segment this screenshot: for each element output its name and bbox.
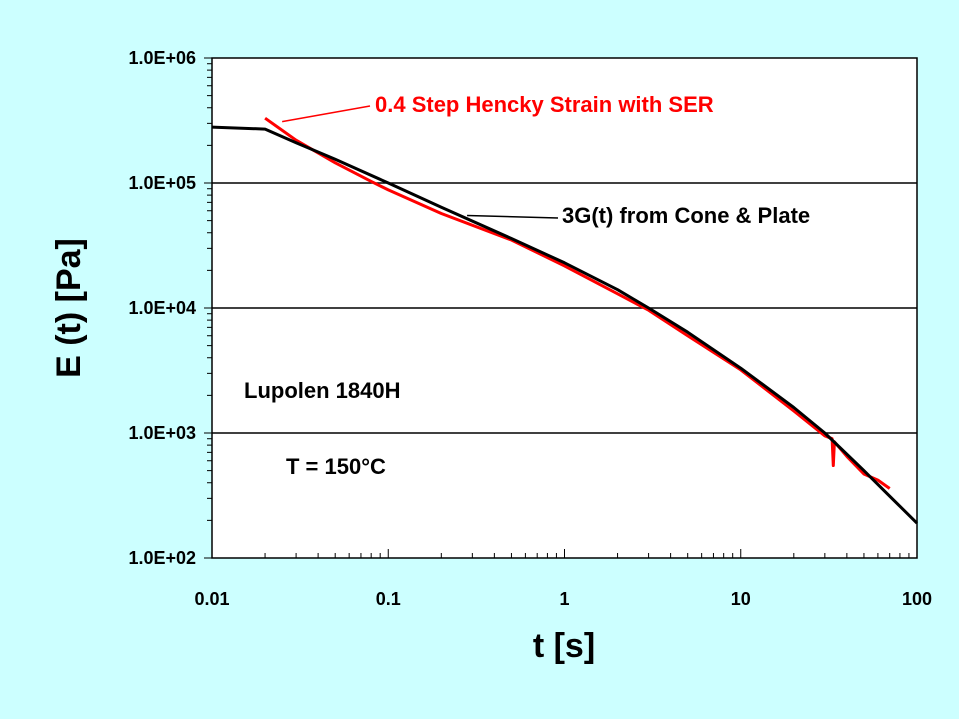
annotation-ser-label: 0.4 Step Hencky Strain with SER bbox=[375, 92, 714, 117]
y-tick-label: 1.0E+03 bbox=[128, 423, 196, 443]
series-layer bbox=[211, 116, 919, 525]
ticks-layer bbox=[204, 57, 910, 559]
annotation-cone-plate-label: 3G(t) from Cone & Plate bbox=[562, 203, 810, 228]
y-tick-label: 1.0E+02 bbox=[128, 548, 196, 568]
annotations: 0.4 Step Hencky Strain with SER 3G(t) fro… bbox=[244, 92, 810, 479]
annotation-leader-cone-plate bbox=[467, 214, 559, 219]
x-tick-label: 100 bbox=[902, 589, 932, 609]
series-line-cone-plate bbox=[211, 125, 919, 525]
x-tick-label: 0.01 bbox=[194, 589, 229, 609]
x-tick-label: 10 bbox=[731, 589, 751, 609]
x-axis-title: t [s] bbox=[533, 627, 595, 665]
gridlines bbox=[212, 182, 917, 434]
x-tick-label: 0.1 bbox=[376, 589, 401, 609]
y-tick-label: 1.0E+05 bbox=[128, 173, 196, 193]
y-tick-label: 1.0E+06 bbox=[128, 48, 196, 68]
y-tick-label: 1.0E+04 bbox=[128, 298, 196, 318]
y-axis-title: E (t) [Pa] bbox=[50, 238, 88, 378]
x-tick-label: 1 bbox=[559, 589, 569, 609]
annotation-temperature-label: T = 150°C bbox=[286, 454, 386, 479]
annotation-material-label: Lupolen 1840H bbox=[244, 378, 400, 403]
annotation-leader-ser bbox=[282, 105, 371, 123]
tick-labels: 1.0E+02 1.0E+03 1.0E+04 1.0E+05 1.0E+06 0.01 0… bbox=[128, 48, 932, 609]
